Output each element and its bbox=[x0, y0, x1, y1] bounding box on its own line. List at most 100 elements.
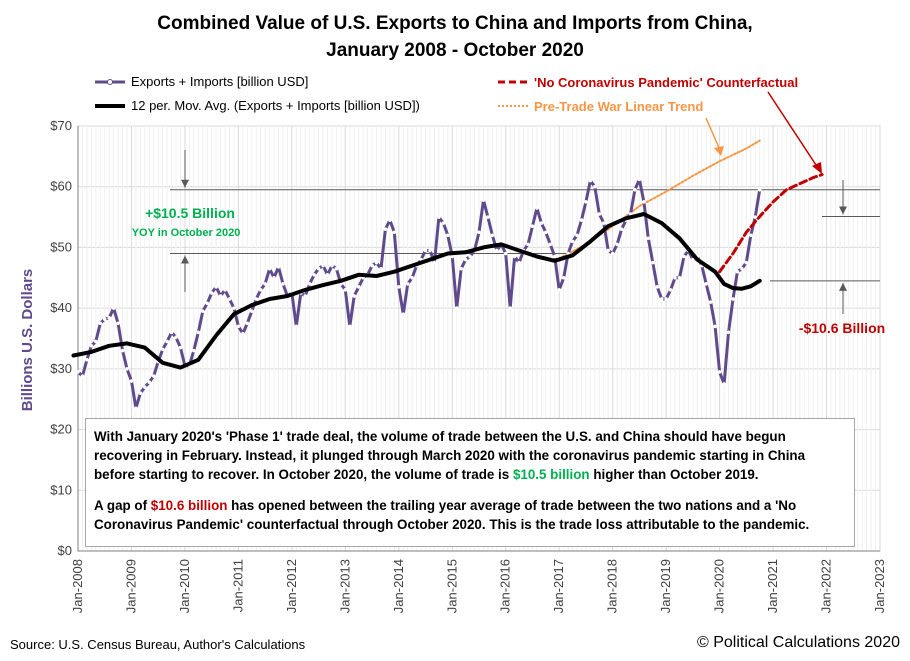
data-point bbox=[517, 260, 521, 265]
data-point bbox=[205, 301, 210, 306]
data-point bbox=[655, 285, 660, 289]
reference-lines bbox=[170, 189, 880, 282]
data-point bbox=[463, 257, 468, 262]
data-point bbox=[659, 297, 664, 301]
chart-axes: $0 $10 $20 $30 $40 $50 $60 $70 Jan-2008 Jan-2009 J… bbox=[50, 118, 887, 613]
data-point bbox=[673, 275, 677, 280]
data-point bbox=[325, 272, 330, 277]
x-tick-label: Jan-2016 bbox=[498, 559, 513, 613]
data-point bbox=[147, 380, 152, 385]
data-point bbox=[494, 248, 499, 253]
data-point bbox=[592, 184, 597, 189]
data-point bbox=[682, 254, 686, 259]
data-point bbox=[151, 374, 156, 378]
data-point bbox=[548, 242, 553, 247]
data-point bbox=[432, 260, 437, 265]
data-point bbox=[405, 282, 410, 286]
data-point bbox=[735, 269, 740, 274]
data-point bbox=[321, 263, 325, 268]
data-point bbox=[276, 265, 281, 269]
annotation-layer bbox=[181, 91, 847, 314]
data-point bbox=[307, 282, 312, 286]
x-tick-label: Jan-2018 bbox=[605, 559, 620, 613]
gain-arrow-top-head bbox=[181, 179, 189, 188]
legend-label-trend: Pre-Trade War Linear Trend bbox=[534, 99, 703, 114]
data-point bbox=[575, 233, 579, 238]
data-point bbox=[200, 309, 205, 314]
data-point bbox=[428, 248, 432, 253]
data-point bbox=[503, 251, 508, 256]
data-point bbox=[209, 291, 214, 295]
data-point bbox=[174, 335, 178, 340]
data-point bbox=[619, 227, 624, 232]
data-point bbox=[526, 242, 530, 247]
data-point bbox=[606, 248, 611, 253]
data-point bbox=[80, 374, 85, 378]
data-point bbox=[169, 330, 174, 335]
data-point bbox=[579, 218, 584, 222]
data-point bbox=[227, 297, 232, 301]
data-point bbox=[249, 309, 254, 314]
x-tick-label: Jan-2010 bbox=[177, 559, 192, 613]
note-text: higher than October 2019. bbox=[589, 467, 759, 483]
data-point bbox=[410, 275, 415, 280]
data-point bbox=[236, 324, 241, 329]
data-point bbox=[722, 382, 726, 386]
data-point bbox=[561, 275, 566, 280]
data-point bbox=[125, 367, 129, 371]
data-point bbox=[539, 221, 544, 225]
y-tick-label: $30 bbox=[50, 361, 72, 376]
data-point bbox=[129, 379, 134, 383]
data-point bbox=[677, 275, 682, 280]
data-point bbox=[214, 285, 218, 289]
data-point bbox=[757, 187, 762, 192]
data-point bbox=[392, 230, 397, 235]
data-point bbox=[281, 282, 285, 286]
y-tick-label: $70 bbox=[50, 118, 72, 133]
data-point bbox=[454, 306, 459, 310]
data-point bbox=[76, 370, 80, 374]
x-tick-label: Jan-2017 bbox=[551, 559, 566, 613]
data-point bbox=[258, 288, 263, 292]
note-paragraph-1: With January 2020's 'Phase 1' trade deal… bbox=[94, 427, 846, 485]
x-tick-label: Jan-2019 bbox=[658, 559, 673, 613]
data-point bbox=[263, 282, 267, 286]
data-point bbox=[610, 251, 615, 256]
data-point bbox=[312, 272, 316, 277]
data-point bbox=[477, 230, 481, 235]
data-point bbox=[664, 297, 668, 301]
note-text: has opened between the trailing year ave… bbox=[94, 497, 810, 532]
data-point bbox=[691, 257, 695, 262]
data-point bbox=[423, 248, 428, 253]
data-point bbox=[740, 266, 744, 271]
data-point bbox=[267, 266, 272, 271]
data-point bbox=[165, 339, 169, 344]
trend-callout-arrow-head bbox=[714, 146, 724, 156]
y-tick-label: $0 bbox=[58, 543, 72, 558]
data-point bbox=[530, 224, 535, 229]
note-highlight-loss: $10.6 billion bbox=[150, 497, 228, 513]
x-tick-label: Jan-2008 bbox=[70, 559, 85, 613]
y-axis-label: Billions U.S. Dollars bbox=[19, 269, 36, 412]
data-point bbox=[450, 254, 455, 259]
loss-arrow-top-head bbox=[839, 206, 847, 215]
data-point bbox=[241, 331, 245, 336]
y-tick-label: $20 bbox=[50, 422, 72, 437]
data-point bbox=[294, 324, 299, 329]
x-tick-label: Jan-2020 bbox=[712, 559, 727, 613]
data-point bbox=[437, 215, 441, 219]
data-point bbox=[717, 370, 722, 374]
data-point bbox=[142, 385, 147, 389]
data-point bbox=[116, 321, 120, 326]
legend-label-counterfactual: 'No Coronavirus Pandemic' Counterfactual bbox=[534, 75, 798, 90]
data-point bbox=[223, 288, 227, 292]
data-point bbox=[370, 263, 374, 268]
data-point bbox=[713, 324, 717, 329]
trend-callout-arrow bbox=[705, 117, 721, 151]
data-point bbox=[642, 200, 646, 204]
data-point bbox=[708, 300, 713, 304]
series-layer bbox=[71, 139, 824, 411]
data-point bbox=[401, 312, 406, 317]
data-point bbox=[731, 297, 735, 301]
data-point bbox=[316, 266, 321, 271]
